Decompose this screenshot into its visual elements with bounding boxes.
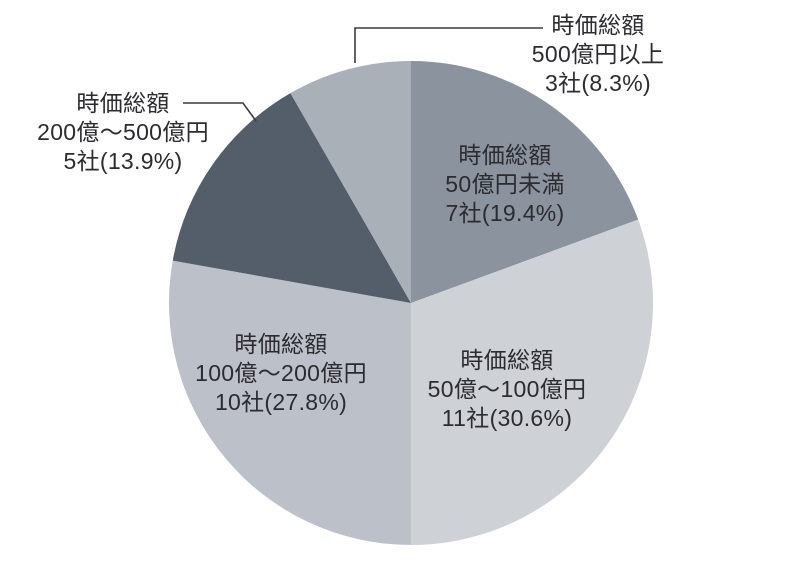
pie-slice-50-100oku <box>411 219 653 545</box>
slice-label-100-200oku: 時価総額 100億〜200億円 10社(27.8%) <box>195 330 367 417</box>
pie-slice-under-50oku <box>411 61 639 303</box>
pie-slice-200-500oku <box>172 93 411 303</box>
slice-label-over-500oku: 時価総額 500億円以上 3社(8.3%) <box>532 11 664 98</box>
slice-label-under-50oku: 時価総額 50億円未満 7社(19.4%) <box>445 141 564 228</box>
label-line: 時価総額 <box>234 331 328 357</box>
label-line: 100億〜200億円 <box>195 360 367 386</box>
pie-slice-100-200oku <box>169 260 411 545</box>
label-line: 200億〜500億円 <box>37 119 209 145</box>
label-line: 時価総額 <box>458 142 552 168</box>
pie-slices <box>169 61 653 545</box>
callout-line-200-500oku <box>183 102 257 122</box>
callout-line-over-500oku <box>354 27 543 63</box>
label-line: 時価総額 <box>551 12 645 38</box>
label-line: 500億円以上 <box>531 41 665 67</box>
label-line: 10社(27.8%) <box>214 389 348 415</box>
label-line: 11社(30.6%) <box>441 405 573 431</box>
pie-slice-over-500oku <box>290 61 411 303</box>
label-line: 50億〜100億円 <box>427 376 587 402</box>
slice-label-50-100oku: 時価総額 50億〜100億円 11社(30.6%) <box>428 346 587 433</box>
label-line: 50億円未満 <box>445 171 565 197</box>
slice-label-200-500oku: 時価総額 200億〜500億円 5社(13.9%) <box>37 89 209 176</box>
label-line: 7社(19.4%) <box>445 200 565 226</box>
label-line: 時価総額 <box>460 347 554 373</box>
label-line: 時価総額 <box>76 90 170 116</box>
label-line: 3社(8.3%) <box>545 70 651 96</box>
label-line: 5社(13.9%) <box>63 148 183 174</box>
